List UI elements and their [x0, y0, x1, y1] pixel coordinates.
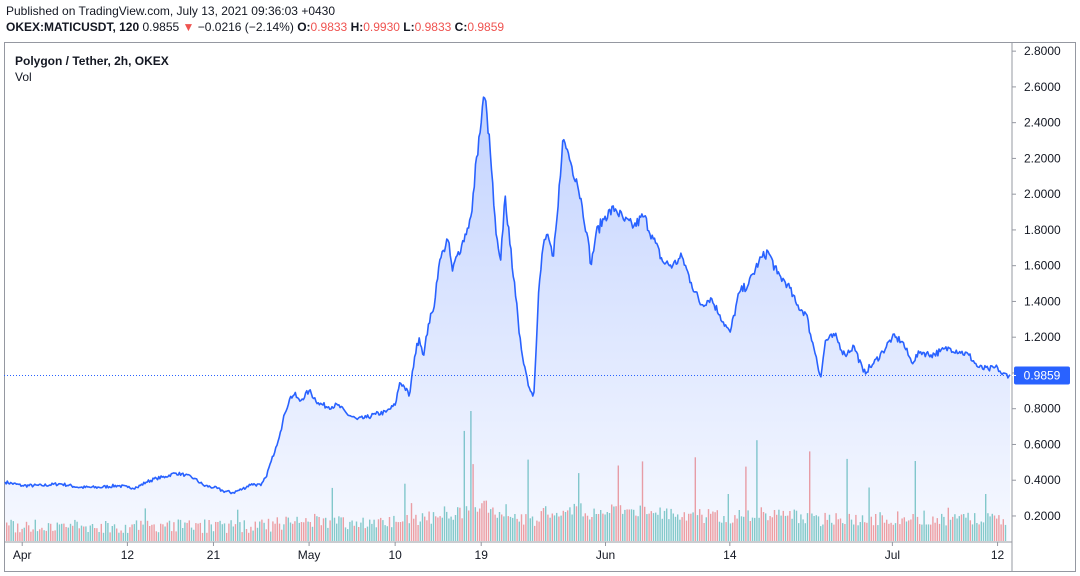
high-label: H:: [350, 20, 364, 34]
price-line: [4, 96, 1011, 495]
x-tick-label: 21: [207, 548, 221, 562]
time-axis: Apr 12 21 May 10 19 Jun 14 Jul 12: [13, 542, 1005, 562]
ohlc-line: OKEX:MATICUSDT, 120 0.9855 ▼ −0.0216 (−2…: [6, 19, 504, 35]
y-tick-label: 2.8000: [1024, 44, 1061, 58]
y-tick-label: 1.6000: [1024, 259, 1061, 273]
open-value: 0.9833: [310, 20, 348, 34]
price-axis: 2.8000 2.6000 2.4000 2.2000 2.0000 1.8000 1.60…: [1012, 44, 1061, 523]
chart-header: Published on TradingView.com, July 13, 2…: [6, 3, 504, 35]
price-change: −0.0216 (−2.14%): [197, 20, 294, 34]
down-arrow-icon: ▼: [182, 20, 195, 34]
y-tick-label: 0.6000: [1024, 437, 1061, 451]
close-label: C:: [454, 20, 468, 34]
chart-legend: Polygon / Tether, 2h, OKEX Vol: [15, 53, 169, 85]
x-tick-label: Jul: [885, 548, 900, 562]
published-line: Published on TradingView.com, July 13, 2…: [6, 4, 336, 18]
y-tick-label: 2.4000: [1024, 116, 1061, 130]
low-label: L:: [403, 20, 415, 34]
x-tick-label: 19: [475, 548, 489, 562]
y-tick-label: 1.2000: [1024, 330, 1061, 344]
y-tick-label: 2.6000: [1024, 80, 1061, 94]
volume-label: Vol: [15, 70, 32, 84]
y-tick-label: 1.4000: [1024, 294, 1061, 308]
y-tick-label: 0.8000: [1024, 402, 1061, 416]
y-tick-label: 2.0000: [1024, 187, 1061, 201]
symbol-label: OKEX:MATICUSDT, 120: [6, 20, 140, 34]
last-price-badge: 0.9859: [1012, 366, 1070, 385]
chart-title: Polygon / Tether, 2h, OKEX: [15, 54, 169, 68]
open-label: O:: [297, 20, 311, 34]
chart-frame[interactable]: [4, 42, 1076, 572]
high-value: 0.9930: [363, 20, 400, 34]
y-tick-label: 0.2000: [1024, 509, 1061, 523]
x-tick-label: 12: [121, 548, 135, 562]
last-price-badge-label: 0.9859: [1024, 368, 1061, 382]
x-tick-label: Apr: [13, 548, 32, 562]
y-tick-label: 1.8000: [1024, 223, 1061, 237]
x-tick-label: 12: [991, 548, 1005, 562]
x-tick-label: May: [298, 548, 321, 562]
close-value: 0.9859: [467, 20, 505, 34]
x-tick-label: Jun: [596, 548, 615, 562]
price-area-fill: [5, 97, 1010, 541]
x-tick-label: 10: [388, 548, 402, 562]
low-value: 0.9833: [414, 20, 452, 34]
y-tick-label: 0.4000: [1024, 473, 1061, 487]
last-price: 0.9855: [142, 20, 180, 34]
x-tick-label: 14: [723, 548, 737, 562]
last-price-badge-bg: [1014, 366, 1070, 385]
y-tick-label: 2.2000: [1024, 151, 1061, 165]
